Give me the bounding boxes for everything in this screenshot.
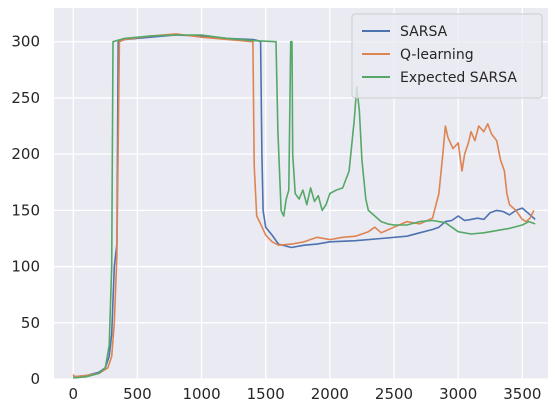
x-tick-label: 3000: [439, 385, 477, 403]
x-tick-label: 0: [68, 385, 78, 403]
x-tick-label: 2500: [375, 385, 413, 403]
series-layer: [72, 33, 536, 379]
x-tick-label: 500: [123, 385, 152, 403]
x-tick-label: 1000: [182, 385, 220, 403]
series-line-sarsa: [73, 34, 536, 378]
y-tick-label: 150: [11, 201, 40, 219]
y-tick-label: 0: [30, 370, 40, 388]
legend-label-sarsa: SARSA: [400, 24, 448, 40]
legend: SARSA Q-learning Expected SARSA: [351, 13, 543, 99]
y-tick-label: 250: [11, 89, 40, 107]
x-tick-label: 1500: [247, 385, 285, 403]
x-tick-label: 2000: [311, 385, 349, 403]
y-axis-ticks: 0 50 100 150 200 250 300: [11, 33, 40, 388]
legend-label-q-learning: Q-learning: [400, 47, 474, 63]
y-tick-label: 50: [21, 314, 40, 332]
y-tick-label: 300: [11, 33, 40, 51]
y-tick-label: 200: [11, 145, 40, 163]
legend-label-expected-sarsa: Expected SARSA: [400, 70, 517, 86]
y-tick-label: 100: [11, 258, 40, 276]
legend-box: [351, 13, 543, 99]
x-tick-label: 3500: [503, 385, 541, 403]
series-line-expected-sarsa: [73, 34, 536, 379]
x-axis-ticks: 0 500 1000 1500 2000 2500 3000 3500: [68, 385, 541, 403]
